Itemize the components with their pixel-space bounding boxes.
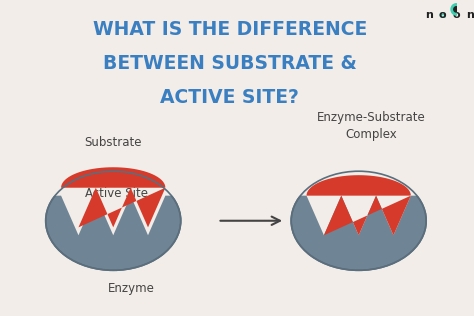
Text: BETWEEN SUBSTRATE &: BETWEEN SUBSTRATE & [103, 54, 357, 73]
Text: o: o [439, 10, 447, 20]
Ellipse shape [46, 171, 181, 270]
Text: Enzyme-Substrate
Complex: Enzyme-Substrate Complex [317, 112, 425, 142]
Text: Active Site: Active Site [85, 186, 148, 199]
Polygon shape [61, 167, 165, 227]
Polygon shape [307, 175, 411, 235]
Polygon shape [288, 161, 429, 235]
Circle shape [451, 4, 462, 15]
Text: e: e [439, 10, 447, 20]
Polygon shape [43, 161, 184, 235]
Text: ACTIVE SITE?: ACTIVE SITE? [160, 88, 299, 107]
Ellipse shape [291, 171, 426, 270]
Text: WHAT IS THE DIFFERENCE: WHAT IS THE DIFFERENCE [93, 20, 367, 39]
Text: o: o [453, 10, 460, 20]
Text: Substrate: Substrate [84, 136, 142, 149]
Text: Enzyme: Enzyme [108, 282, 155, 295]
Text: n: n [466, 10, 474, 20]
Circle shape [454, 7, 459, 12]
Text: n: n [425, 10, 433, 20]
